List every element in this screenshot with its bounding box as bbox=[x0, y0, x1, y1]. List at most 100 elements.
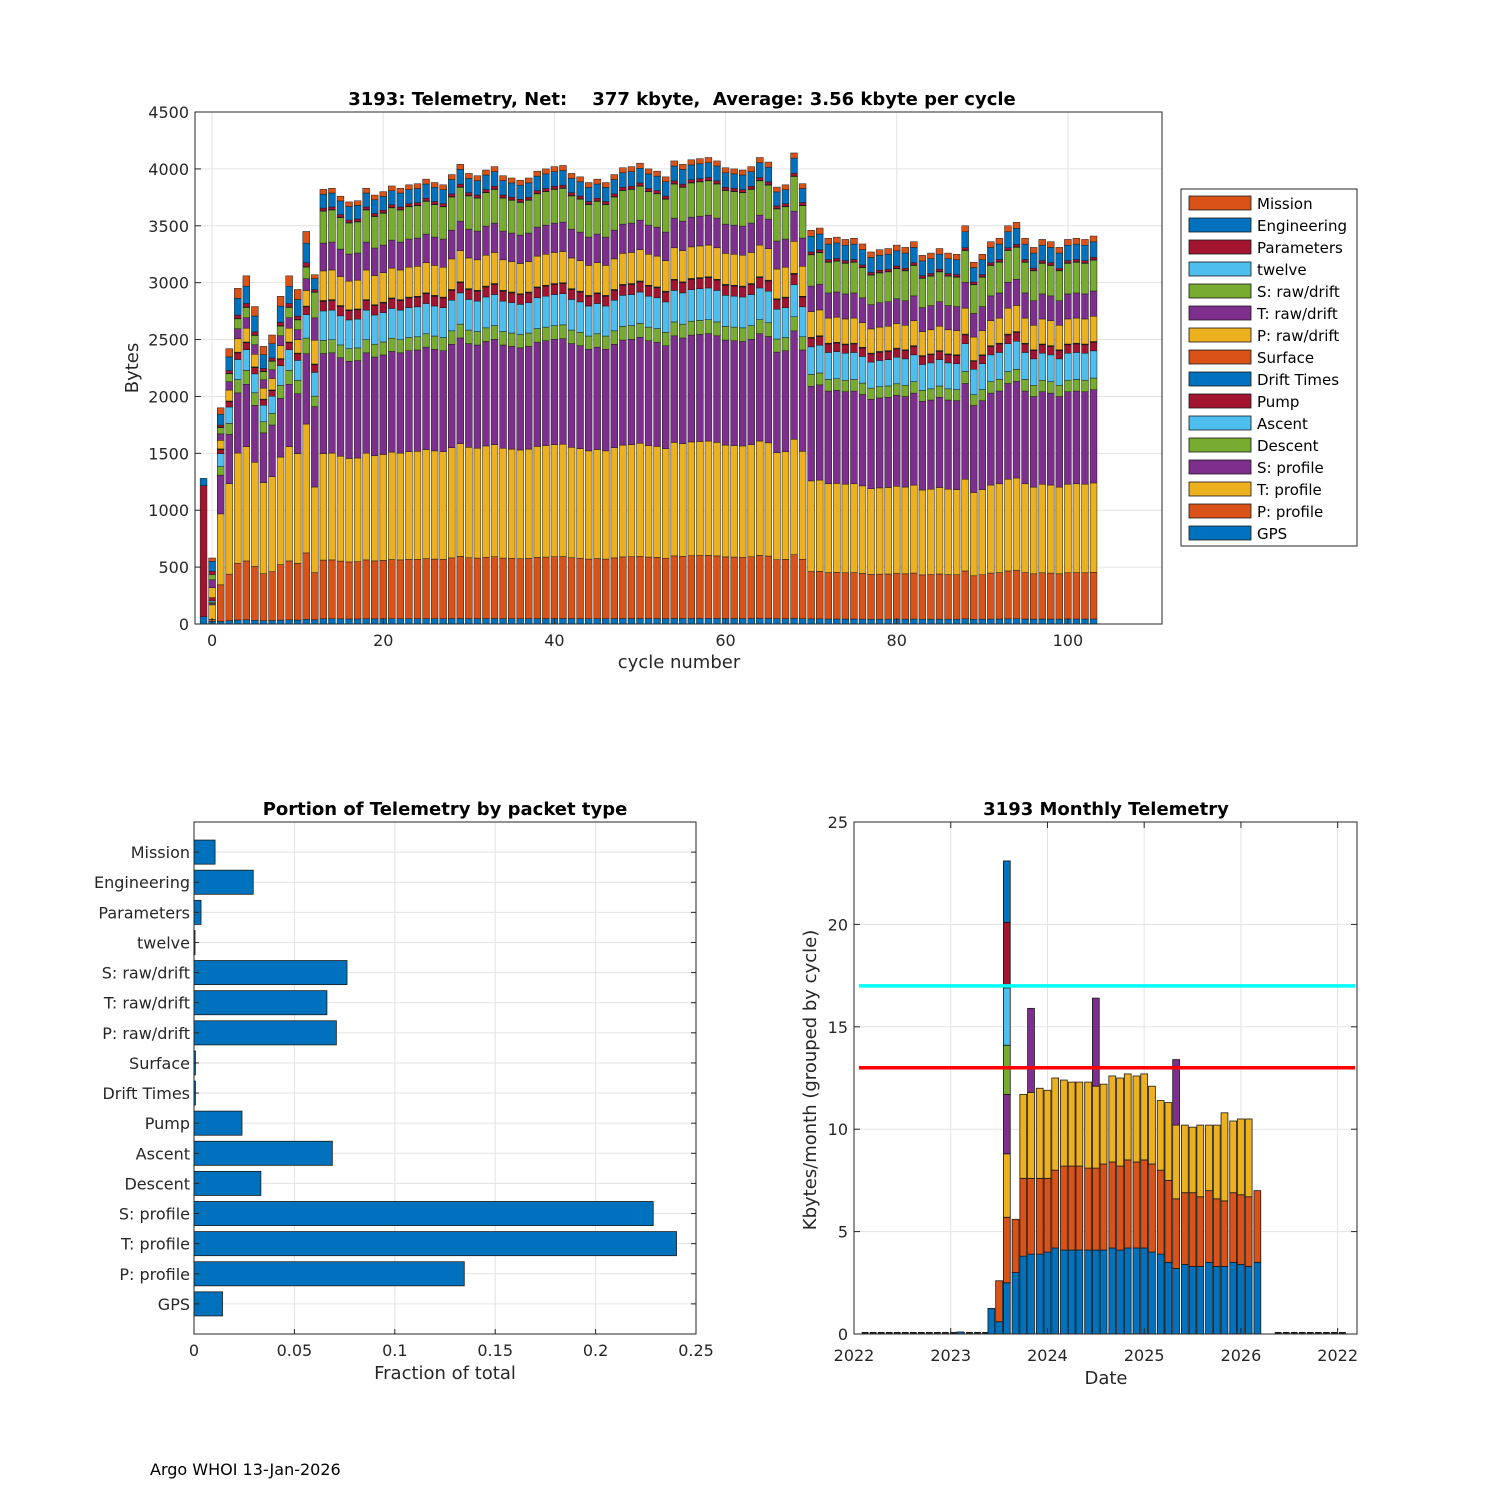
monthly-baseline-bar bbox=[1314, 1331, 1322, 1334]
monthly-bar-segment bbox=[987, 1308, 996, 1335]
cycle-bar-segment bbox=[987, 247, 995, 264]
cycle-bar-segment bbox=[875, 360, 884, 387]
cycle-bar-segment bbox=[798, 202, 807, 206]
cycle-bar-segment bbox=[713, 618, 721, 625]
cycle-bar-segment bbox=[995, 259, 1004, 263]
cycle-bar-segment bbox=[576, 195, 584, 200]
cycle-bar-segment bbox=[413, 558, 422, 619]
monthly-baseline-bar bbox=[861, 1331, 869, 1334]
cycle-bar-segment bbox=[302, 262, 310, 267]
cycle-bar-segment bbox=[858, 382, 867, 395]
cycle-bar-segment bbox=[319, 453, 328, 561]
cycle-bar-segment bbox=[970, 492, 978, 577]
cycle-bar-segment bbox=[816, 233, 824, 251]
cycle-bar-segment bbox=[234, 318, 242, 330]
cycle-bar-segment bbox=[473, 290, 482, 302]
cycle-bar-segment bbox=[1038, 244, 1046, 261]
cycle-bar-segment bbox=[944, 252, 952, 259]
cycle-bar-segment bbox=[567, 618, 576, 625]
legend-swatch bbox=[1188, 305, 1252, 321]
cycle-bar-segment bbox=[225, 434, 233, 484]
cycle-bar-segment bbox=[901, 325, 909, 351]
cycle-bar-segment bbox=[268, 357, 276, 362]
cycle-bar-segment bbox=[336, 214, 345, 218]
cycle-bar-segment bbox=[567, 195, 576, 230]
cycle-bar-segment bbox=[542, 168, 550, 175]
cycle-ytick-label: 3500 bbox=[148, 217, 189, 236]
cycle-bar-segment bbox=[679, 292, 687, 325]
cycle-bar-segment bbox=[781, 238, 790, 268]
cycle-bar-segment bbox=[576, 198, 584, 233]
monthly-bar-segment bbox=[1108, 1161, 1117, 1249]
cycle-bar-segment bbox=[567, 192, 576, 196]
cycle-bar-segment bbox=[379, 560, 387, 620]
cycle-bar-segment bbox=[294, 315, 302, 320]
cycle-bar-segment bbox=[764, 618, 773, 625]
cycle-bar-segment bbox=[439, 266, 447, 298]
cycle-ytick-label: 3000 bbox=[148, 274, 189, 293]
cycle-bar-segment bbox=[490, 339, 499, 445]
monthly-baseline-bar bbox=[885, 1331, 893, 1334]
cycle-bar-segment bbox=[499, 259, 507, 291]
cycle-bar-segment bbox=[567, 299, 576, 331]
cycle-bar-segment bbox=[713, 160, 721, 167]
cycle-bar-segment bbox=[251, 344, 259, 355]
cycle-bar-segment bbox=[781, 266, 790, 298]
cycle-bar-segment bbox=[833, 236, 841, 244]
cycle-bar-segment bbox=[961, 618, 969, 625]
cycle-bar-segment bbox=[259, 346, 268, 355]
cycle-bar-segment bbox=[294, 289, 302, 300]
cycle-bar-segment bbox=[379, 354, 387, 455]
cycle-bar-segment bbox=[987, 381, 995, 394]
cycle-bar-segment bbox=[978, 253, 986, 261]
cycle-bar-segment bbox=[696, 334, 704, 442]
cycle-bar-segment bbox=[413, 306, 422, 338]
cycle-bar-segment bbox=[987, 262, 995, 266]
cycle-bar-segment bbox=[525, 332, 533, 347]
cycle-bar-segment bbox=[242, 446, 251, 562]
cycle-bar-segment bbox=[430, 450, 439, 560]
monthly-bar-segment bbox=[1075, 1081, 1084, 1167]
cycle-ytick-label: 0 bbox=[179, 615, 189, 634]
cycle-bar-segment bbox=[216, 440, 225, 450]
cycle-bar-segment bbox=[1089, 316, 1098, 342]
cycle-bar-segment bbox=[1021, 379, 1029, 392]
cycle-bar-segment bbox=[1064, 262, 1072, 295]
cycle-bar-segment bbox=[884, 573, 892, 620]
cycle-bar-segment bbox=[901, 247, 909, 254]
monthly-bar-segment bbox=[1164, 1102, 1173, 1181]
cycle-bar-segment bbox=[507, 199, 516, 234]
cycle-bar-segment bbox=[602, 558, 610, 619]
cycle-xtick-label: 40 bbox=[544, 631, 564, 650]
cycle-bar-segment bbox=[995, 390, 1004, 485]
cycle-bar-segment bbox=[610, 618, 618, 625]
monthly-bar-segment bbox=[1172, 1059, 1180, 1126]
monthly-bar-segment bbox=[1035, 1253, 1044, 1335]
cycle-bar-segment bbox=[362, 309, 370, 340]
cycle-bar-segment bbox=[970, 575, 978, 620]
cycle-bar-segment bbox=[379, 209, 387, 214]
monthly-baseline-bar bbox=[1290, 1331, 1298, 1334]
cycle-bar-segment bbox=[1072, 390, 1081, 485]
cycle-bar-segment bbox=[276, 619, 285, 625]
cycle-bar-segment bbox=[430, 265, 439, 296]
monthly-bar-segment bbox=[1027, 1007, 1035, 1093]
cycle-bar-segment bbox=[1064, 483, 1072, 574]
cycle-bar-segment bbox=[396, 352, 405, 454]
cycle-bar-segment bbox=[413, 296, 422, 308]
monthly-bar-segment bbox=[1092, 997, 1100, 1087]
cycle-bar-segment bbox=[567, 289, 576, 300]
cycle-xtick-label: 0 bbox=[207, 631, 217, 650]
cycle-bar-segment bbox=[884, 397, 892, 488]
cycle-bar-segment bbox=[1012, 369, 1021, 382]
cycle-bar-segment bbox=[927, 388, 935, 401]
cycle-bar-segment bbox=[730, 340, 738, 446]
cycle-bar-segment bbox=[1021, 261, 1029, 294]
cycle-bar-segment bbox=[533, 190, 541, 194]
cycle-bar-segment bbox=[636, 185, 644, 221]
monthly-bar-segment bbox=[1003, 1153, 1011, 1218]
cycle-bar-segment bbox=[1089, 350, 1098, 379]
cycle-bar-segment bbox=[405, 238, 413, 268]
portion-xlabel: Fraction of total bbox=[374, 1363, 516, 1384]
cycle-bar-segment bbox=[661, 231, 670, 261]
